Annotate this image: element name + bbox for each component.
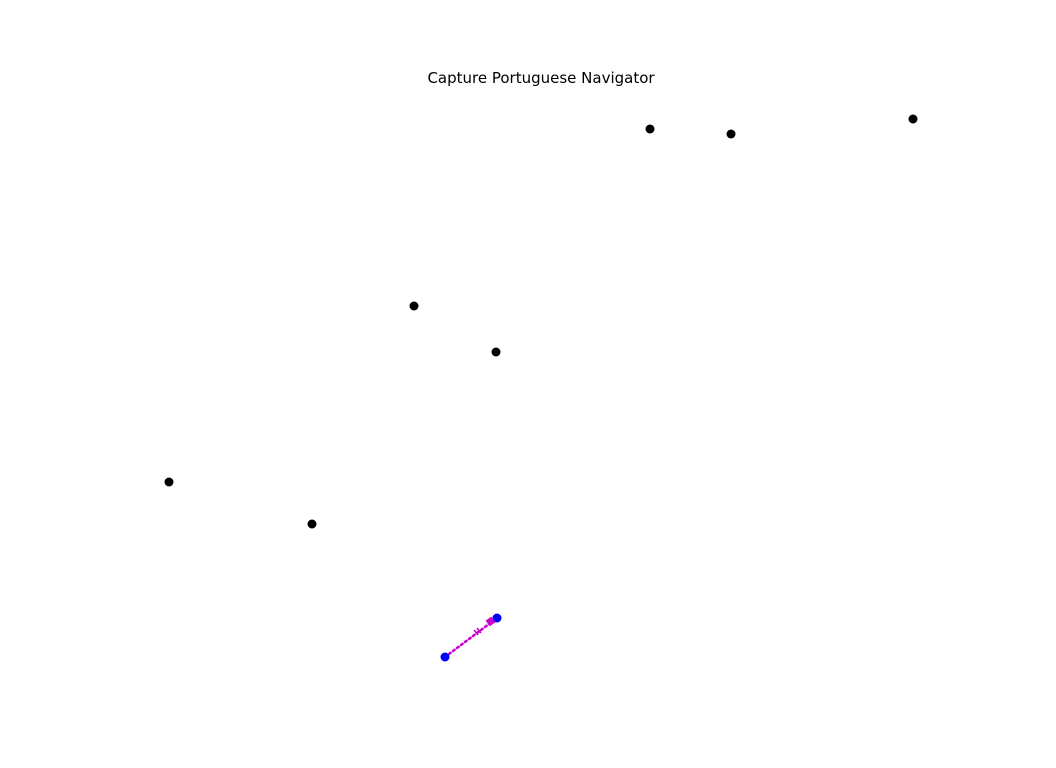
game-title: Capture Portuguese Navigator (427, 69, 655, 87)
navigator-current-point[interactable] (492, 613, 502, 623)
target-point[interactable] (726, 129, 736, 139)
target-point[interactable] (164, 477, 174, 487)
path-tick (473, 629, 479, 636)
target-point[interactable] (307, 519, 317, 529)
target-point[interactable] (908, 114, 918, 124)
navigator-start-point[interactable] (440, 652, 450, 662)
navigator-marker-icon (485, 616, 496, 627)
target-point[interactable] (491, 347, 501, 357)
target-point[interactable] (409, 301, 419, 311)
path-tick (476, 627, 482, 634)
target-point[interactable] (645, 124, 655, 134)
